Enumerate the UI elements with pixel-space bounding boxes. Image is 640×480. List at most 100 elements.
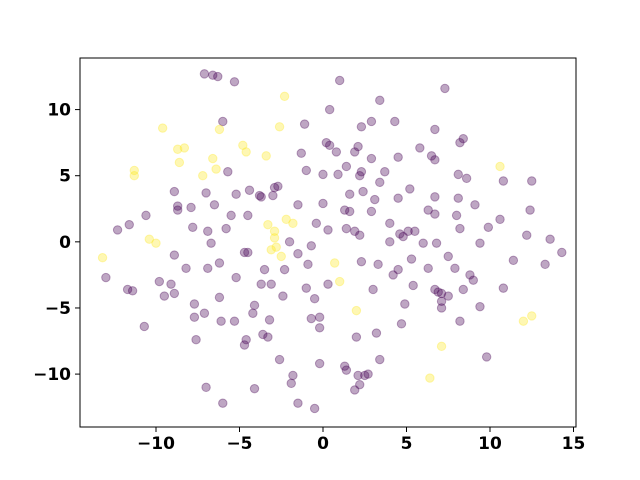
point — [351, 305, 362, 316]
point — [288, 218, 298, 229]
point — [229, 316, 240, 326]
point — [269, 226, 280, 236]
point — [218, 398, 228, 408]
point — [223, 167, 233, 177]
point — [366, 116, 377, 127]
point — [259, 264, 270, 275]
point — [318, 198, 328, 209]
point — [218, 116, 228, 127]
point — [229, 77, 240, 87]
point — [368, 284, 378, 295]
point — [468, 275, 478, 285]
point — [340, 361, 350, 371]
point — [318, 169, 328, 180]
point — [443, 251, 453, 262]
x-tick-label: 15 — [562, 434, 586, 454]
point — [495, 214, 505, 225]
point — [169, 186, 180, 197]
point — [279, 91, 290, 102]
point — [261, 151, 271, 161]
point — [465, 270, 475, 280]
point — [269, 182, 280, 193]
point — [198, 171, 208, 181]
point — [458, 133, 468, 144]
point — [179, 143, 190, 153]
point — [395, 229, 405, 239]
point — [350, 147, 360, 157]
point — [522, 230, 532, 240]
point — [455, 137, 465, 148]
point — [527, 176, 537, 186]
point — [436, 341, 447, 352]
point — [508, 255, 519, 266]
point — [545, 234, 555, 244]
point — [453, 193, 463, 203]
point — [256, 279, 266, 289]
point — [169, 288, 180, 299]
point — [406, 254, 417, 264]
point — [363, 369, 373, 379]
point — [350, 226, 360, 236]
point — [393, 264, 403, 275]
point — [341, 223, 352, 234]
point — [266, 245, 276, 255]
point — [355, 230, 365, 240]
point — [243, 210, 253, 221]
point — [423, 205, 433, 215]
point — [525, 205, 535, 215]
point — [353, 141, 363, 152]
point — [314, 323, 325, 333]
point — [470, 200, 480, 210]
point — [396, 319, 407, 329]
point — [306, 241, 316, 251]
point — [139, 321, 149, 332]
point — [333, 169, 343, 180]
point — [334, 75, 345, 86]
point — [214, 292, 225, 303]
point — [172, 144, 183, 154]
point — [418, 238, 428, 248]
point — [122, 284, 133, 295]
point — [263, 332, 273, 342]
point — [127, 286, 138, 296]
point — [557, 247, 567, 258]
point — [373, 259, 383, 270]
point — [314, 312, 325, 322]
point — [154, 276, 165, 287]
point — [540, 259, 550, 270]
point — [366, 206, 377, 217]
point — [258, 329, 268, 340]
point — [408, 280, 418, 291]
point — [151, 238, 161, 248]
point — [209, 200, 220, 210]
point — [271, 242, 281, 252]
point — [430, 124, 440, 135]
point — [405, 184, 415, 194]
point — [189, 312, 200, 322]
point — [201, 188, 211, 198]
point — [341, 365, 352, 375]
point — [293, 249, 303, 259]
point — [231, 189, 241, 199]
point — [172, 201, 183, 211]
point — [129, 165, 139, 176]
point — [481, 352, 492, 362]
point — [375, 354, 385, 365]
point — [341, 161, 352, 172]
point — [351, 332, 362, 342]
point — [226, 210, 236, 221]
point — [433, 287, 443, 297]
point — [370, 194, 380, 205]
point — [231, 272, 241, 283]
point — [169, 250, 180, 260]
point — [264, 315, 275, 325]
point — [483, 222, 494, 232]
point — [172, 205, 183, 215]
point — [360, 370, 370, 381]
point — [385, 237, 395, 247]
point — [440, 83, 450, 94]
point — [276, 251, 286, 262]
y-tick-label: 0 — [59, 233, 71, 253]
point — [191, 335, 201, 345]
point — [112, 225, 123, 235]
